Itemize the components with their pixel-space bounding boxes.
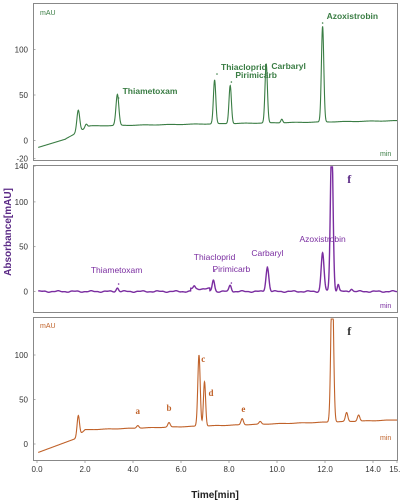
bottom-y-tick-label: 100 [15,351,29,360]
bottom-x-unit-label: min [380,435,391,442]
middle-peak-marker [117,283,120,285]
x-tick-label: 10.0 [269,465,285,474]
top-peak-marker [216,73,218,75]
bottom-unit-label: mAU [40,323,56,330]
bottom-y-tick-label: 0 [24,440,29,449]
x-tick-label: 2.0 [79,465,91,474]
top-peak-marker [230,81,233,83]
middle-trace-line [38,166,397,294]
middle-peak-marker [321,252,324,254]
top-panel-frame [33,3,398,161]
x-tick-label: 14.0 [365,465,381,474]
top-unit-label: mAU [40,10,56,17]
x-tick-label: 12.0 [317,465,333,474]
top-y-tick-label: -20 [16,155,28,164]
top-y-tick-label: 50 [19,91,28,100]
bottom-peak-label: e [241,404,245,414]
x-tick-label: 15.0 [389,465,400,474]
middle-peak-label: Carbaryl [251,248,283,258]
top-peak-label: Pirimicarb [235,70,277,80]
middle-peak-marker [230,282,233,284]
middle-peak-marker [266,266,269,268]
middle-peak-marker [213,270,216,272]
bottom-trace-line [38,318,397,453]
top-trace-line [38,26,397,148]
bottom-f-label: f [347,324,352,338]
x-tick-label: 4.0 [127,465,139,474]
top-y-tick-label: 100 [15,46,29,55]
x-tick-label: 6.0 [175,465,187,474]
middle-y-tick-label: 50 [19,243,28,252]
middle-peak-label: Pirimicarb [213,264,251,274]
middle-peak-label: Thiametoxam [91,265,143,275]
top-y-tick-label: 0 [24,137,29,146]
bottom-panel-frame [33,317,398,461]
bottom-y-tick-label: 50 [19,396,28,405]
middle-y-tick-label: 140 [15,162,29,171]
top-peak-marker [117,97,120,99]
middle-unit-label: min [380,303,391,310]
top-x-unit-label: min [380,151,391,158]
middle-f-label: f [347,172,352,186]
top-peak-marker [266,72,269,74]
chart-marks: 100500-20ThiametoxamThiaclopridPirimicar… [15,11,400,474]
top-peak-label: Carbaryl [271,61,306,71]
bottom-peak-label: d [208,388,213,398]
x-tick-label: 8.0 [223,465,235,474]
middle-peak-label: Thiacloprid [194,252,236,262]
top-peak-label: Thiacloprid [221,62,267,72]
top-peak-label: Thiametoxam [123,86,178,96]
top-peak-label: Azoxistrobin [327,11,378,21]
middle-panel-frame [33,165,398,313]
middle-y-tick-label: 0 [24,288,29,297]
top-peak-marker [321,22,324,24]
bottom-peak-label: c [201,354,205,364]
middle-peak-label: Azoxistrobin [299,234,346,244]
middle-y-tick-label: 100 [15,198,29,207]
y-axis-title: Absorbance[mAU] [3,188,14,276]
bottom-peak-label: a [136,406,141,416]
x-tick-label: 0.0 [31,465,43,474]
bottom-peak-label: b [166,403,171,413]
x-axis-title: Time[min] [191,490,239,501]
